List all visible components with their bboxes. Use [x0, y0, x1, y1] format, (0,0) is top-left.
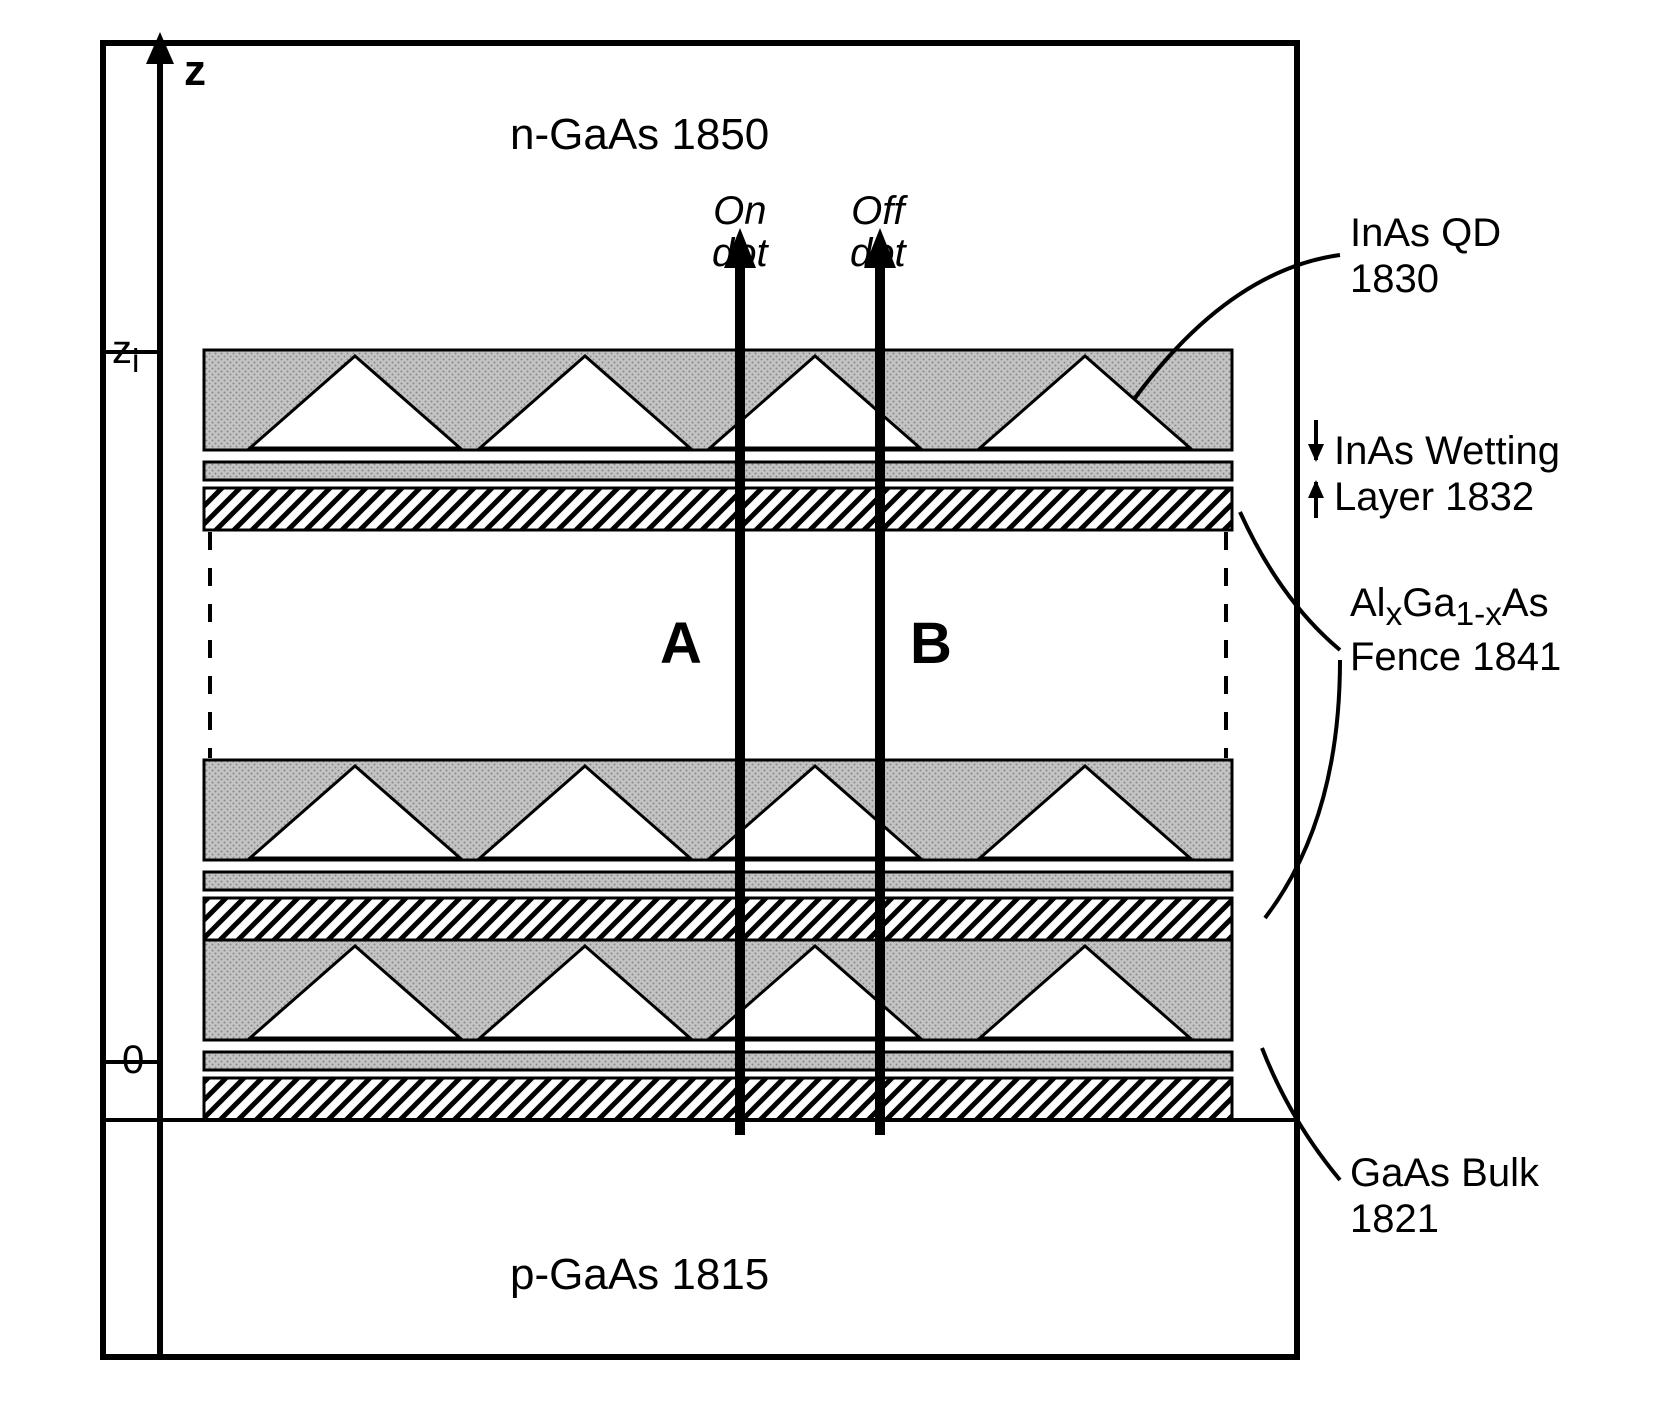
arrow-b-label: B — [910, 610, 952, 677]
callout-qd: InAs QD1830 — [1350, 210, 1501, 302]
callout-fence: AlxGa1-xAsFence 1841 — [1350, 580, 1561, 680]
off-dot-label: Offdot — [850, 190, 906, 274]
diagram-canvas: z zi 0 n-GaAs 1850 p-GaAs 1815 — [40, 40, 1620, 1366]
on-dot-label: Ondot — [712, 190, 768, 274]
callout-wetting: InAs WettingLayer 1832 — [1334, 428, 1560, 520]
arrow-a-label: A — [660, 610, 702, 677]
callout-bulk: GaAs Bulk1821 — [1350, 1150, 1539, 1242]
